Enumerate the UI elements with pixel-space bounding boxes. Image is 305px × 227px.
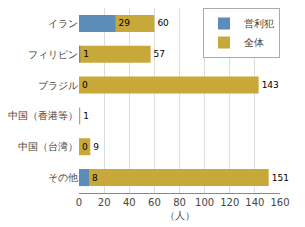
svg-text:中国（香港等）: 中国（香港等） <box>8 110 78 121</box>
svg-text:151: 151 <box>272 173 289 183</box>
svg-text:100: 100 <box>195 197 214 208</box>
svg-text:20: 20 <box>98 197 111 208</box>
svg-text:1: 1 <box>83 111 89 121</box>
svg-text:全体: 全体 <box>244 37 264 48</box>
svg-text:160: 160 <box>270 197 289 208</box>
svg-text:80: 80 <box>173 197 186 208</box>
svg-text:60: 60 <box>157 18 169 28</box>
svg-text:フィリピン: フィリピン <box>28 49 78 60</box>
svg-text:8: 8 <box>92 173 98 183</box>
svg-text:（人）: （人） <box>165 210 195 221</box>
svg-text:1: 1 <box>83 49 89 59</box>
svg-text:その他: その他 <box>48 172 78 183</box>
svg-text:9: 9 <box>93 142 99 152</box>
svg-text:40: 40 <box>123 197 136 208</box>
svg-text:29: 29 <box>118 18 130 28</box>
svg-text:営利犯: 営利犯 <box>244 18 274 29</box>
svg-text:60: 60 <box>148 197 161 208</box>
svg-text:120: 120 <box>220 197 239 208</box>
svg-text:中国（台湾）: 中国（台湾） <box>18 141 78 152</box>
svg-text:ブラジル: ブラジル <box>38 80 78 91</box>
svg-text:0: 0 <box>76 197 82 208</box>
svg-text:57: 57 <box>154 49 165 59</box>
svg-text:0: 0 <box>82 142 88 152</box>
svg-text:イラン: イラン <box>48 18 78 29</box>
svg-text:143: 143 <box>262 80 279 90</box>
svg-text:0: 0 <box>82 80 88 90</box>
svg-text:140: 140 <box>245 197 264 208</box>
